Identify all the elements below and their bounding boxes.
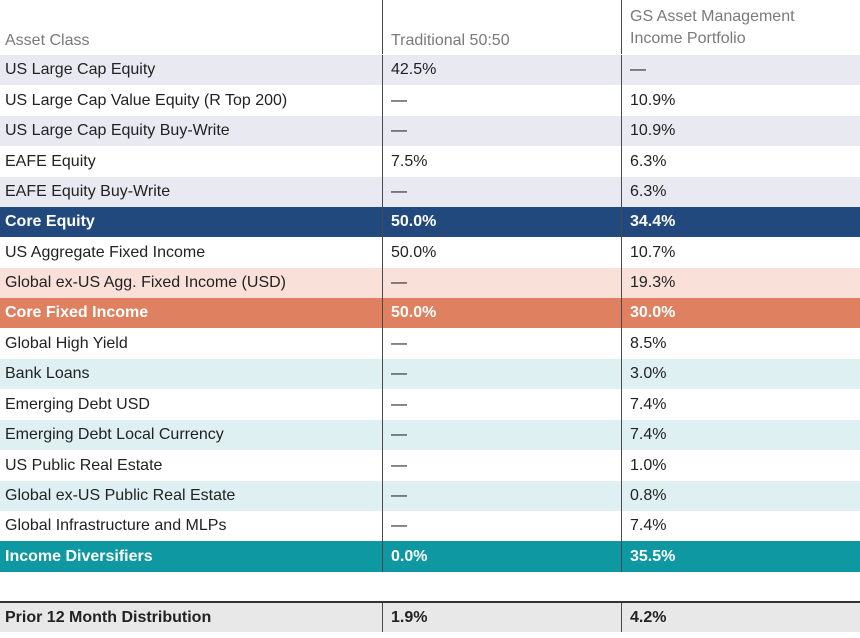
- header-gs-portfolio: GS Asset Management Income Portfolio: [621, 0, 860, 54]
- asset-class-cell: US Public Real Estate: [5, 456, 163, 474]
- table-row: Global ex-US Agg. Fixed Income (USD) — 1…: [0, 268, 860, 298]
- table-row: Bank Loans — 3.0%: [0, 359, 860, 389]
- traditional-value: —: [382, 328, 621, 359]
- traditional-value: 0.0%: [382, 541, 621, 572]
- asset-class-cell: Global ex-US Agg. Fixed Income (USD): [5, 274, 286, 291]
- table-row: EAFE Equity Buy-Write — 6.3%: [0, 177, 860, 207]
- gs-value: 6.3%: [621, 146, 860, 177]
- asset-class-cell: Income Diversifiers: [5, 547, 153, 565]
- table-row: US Aggregate Fixed Income 50.0% 10.7%: [0, 237, 860, 268]
- gs-value: 7.4%: [621, 511, 860, 541]
- header-gs-line2: Income Portfolio: [630, 30, 746, 47]
- traditional-value: 7.5%: [382, 146, 621, 177]
- subtotal-row-core-equity: Core Equity 50.0% 34.4%: [0, 207, 860, 237]
- header-traditional: Traditional 50:50: [382, 0, 621, 54]
- header-asset-class: Asset Class: [5, 32, 90, 49]
- traditional-value: 50.0%: [382, 237, 621, 268]
- gs-value: 3.0%: [621, 359, 860, 389]
- footer-gs-value: 4.2%: [621, 603, 860, 632]
- table-spacer: [0, 572, 860, 602]
- traditional-value: —: [382, 116, 621, 146]
- asset-class-cell: Emerging Debt Local Currency: [5, 426, 224, 443]
- table-row: Emerging Debt Local Currency — 7.4%: [0, 420, 860, 450]
- table-row: Global ex-US Public Real Estate — 0.8%: [0, 481, 860, 511]
- footer-row-distribution: Prior 12 Month Distribution 1.9% 4.2%: [0, 603, 860, 632]
- gs-value: 0.8%: [621, 481, 860, 511]
- asset-class-cell: Global ex-US Public Real Estate: [5, 487, 236, 504]
- asset-class-cell: Emerging Debt USD: [5, 395, 150, 413]
- traditional-value: —: [382, 481, 621, 511]
- asset-class-cell: EAFE Equity Buy-Write: [5, 183, 171, 200]
- table-header: Asset Class Traditional 50:50 GS Asset M…: [0, 0, 860, 54]
- table-row: US Large Cap Equity 42.5% —: [0, 55, 860, 85]
- traditional-value: —: [382, 177, 621, 207]
- footer-label: Prior 12 Month Distribution: [5, 608, 212, 626]
- traditional-value: —: [382, 511, 621, 541]
- asset-class-cell: Core Fixed Income: [5, 304, 149, 321]
- footer-divider: [0, 601, 860, 603]
- gs-value: 8.5%: [621, 328, 860, 359]
- gs-value: 10.9%: [621, 85, 860, 116]
- gs-value: 10.9%: [621, 116, 860, 146]
- gs-value: 34.4%: [621, 207, 860, 237]
- asset-class-cell: Global High Yield: [5, 334, 128, 352]
- gs-value: 1.0%: [621, 450, 860, 481]
- gs-value: 7.4%: [621, 420, 860, 450]
- traditional-value: —: [382, 389, 621, 420]
- table-row: Global Infrastructure and MLPs — 7.4%: [0, 511, 860, 541]
- table-row: US Large Cap Value Equity (R Top 200) — …: [0, 85, 860, 116]
- traditional-value: 42.5%: [382, 55, 621, 85]
- traditional-value: 50.0%: [382, 207, 621, 237]
- gs-value: 35.5%: [621, 541, 860, 572]
- table-row: US Public Real Estate — 1.0%: [0, 450, 860, 481]
- table-row: Global High Yield — 8.5%: [0, 328, 860, 359]
- traditional-value: —: [382, 85, 621, 116]
- asset-class-cell: US Aggregate Fixed Income: [5, 243, 206, 261]
- table-row: Emerging Debt USD — 7.4%: [0, 389, 860, 420]
- table-row: EAFE Equity 7.5% 6.3%: [0, 146, 860, 177]
- gs-value: 7.4%: [621, 389, 860, 420]
- gs-value: —: [621, 55, 860, 85]
- asset-class-cell: US Large Cap Value Equity (R Top 200): [5, 91, 288, 109]
- asset-class-cell: US Large Cap Equity Buy-Write: [5, 122, 230, 139]
- gs-value: 6.3%: [621, 177, 860, 207]
- traditional-value: 50.0%: [382, 298, 621, 328]
- traditional-value: —: [382, 420, 621, 450]
- asset-class-cell: EAFE Equity: [5, 152, 96, 170]
- table-row: US Large Cap Equity Buy-Write — 10.9%: [0, 116, 860, 146]
- traditional-value: —: [382, 450, 621, 481]
- asset-class-cell: US Large Cap Equity: [5, 61, 156, 78]
- subtotal-row-core-fixed-income: Core Fixed Income 50.0% 30.0%: [0, 298, 860, 328]
- gs-value: 30.0%: [621, 298, 860, 328]
- traditional-value: —: [382, 359, 621, 389]
- asset-class-cell: Bank Loans: [5, 365, 90, 382]
- asset-class-cell: Core Equity: [5, 213, 95, 230]
- subtotal-row-income-diversifiers: Income Diversifiers 0.0% 35.5%: [0, 541, 860, 572]
- footer-traditional-value: 1.9%: [382, 603, 621, 632]
- asset-class-cell: Global Infrastructure and MLPs: [5, 517, 227, 534]
- traditional-value: —: [382, 268, 621, 298]
- header-gs-line1: GS Asset Management: [630, 8, 795, 25]
- gs-value: 10.7%: [621, 237, 860, 268]
- gs-value: 19.3%: [621, 268, 860, 298]
